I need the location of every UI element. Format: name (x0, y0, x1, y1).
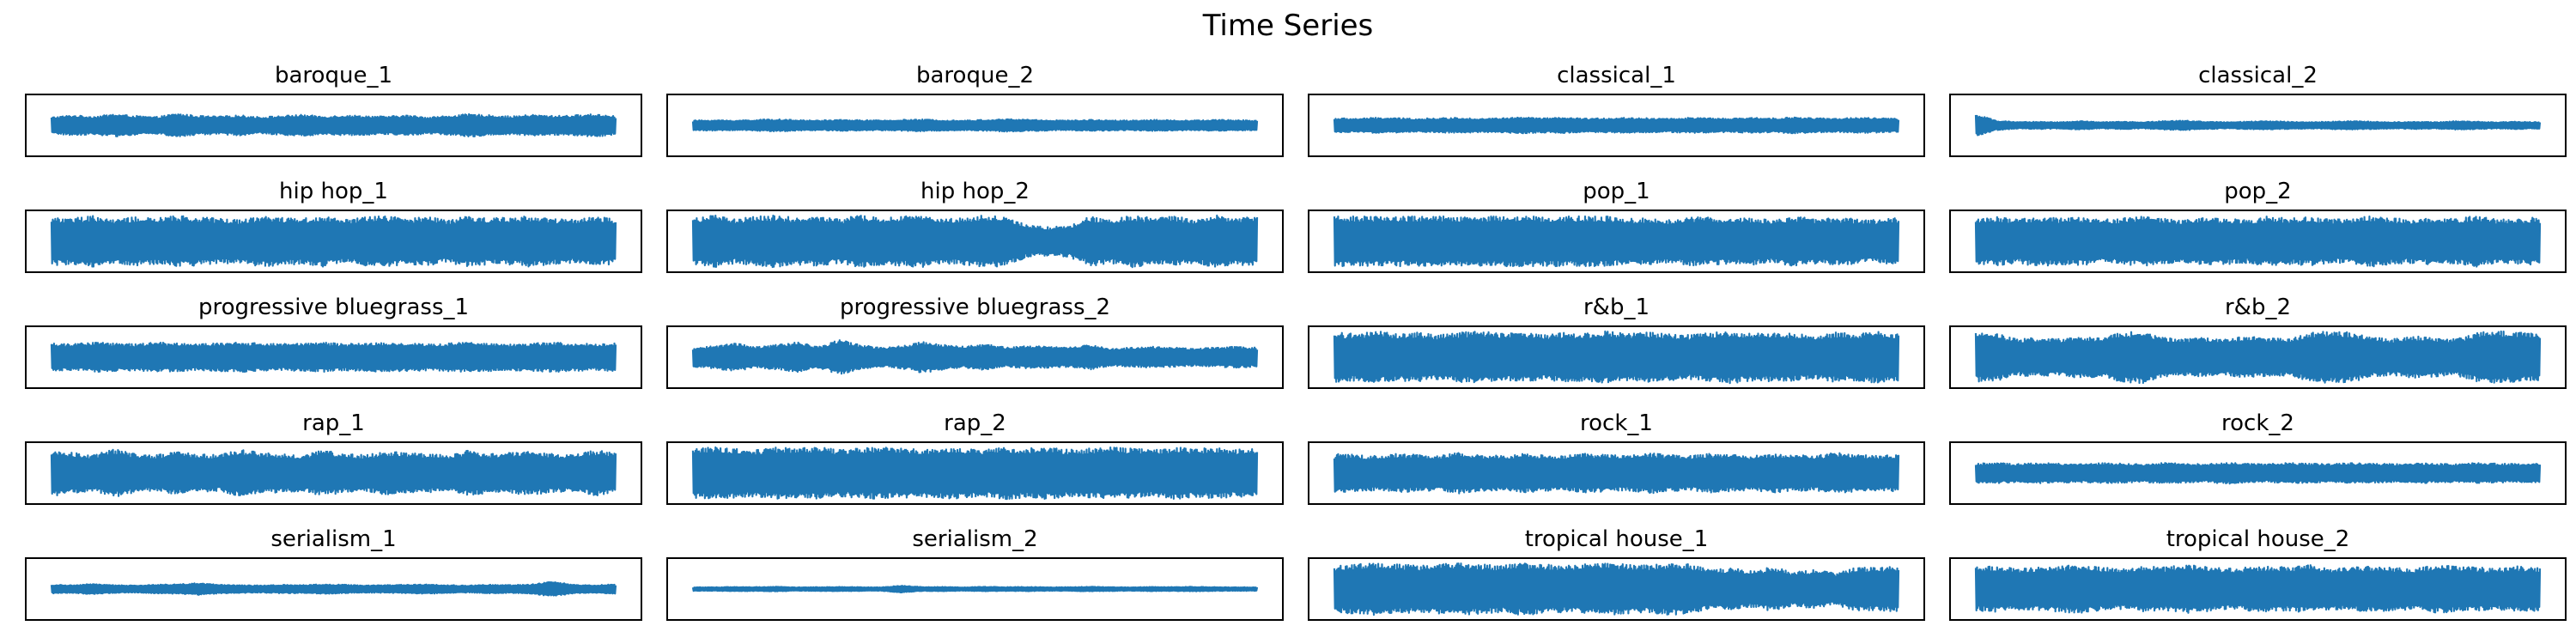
panel-pop-2: pop_2 (1949, 179, 2567, 273)
panel-baroque-2: baroque_2 (666, 63, 1284, 157)
waveform-line (50, 448, 617, 497)
panel-frame (1949, 557, 2567, 621)
waveform-line (691, 339, 1259, 375)
panel-frame (1949, 94, 2567, 157)
panel-rap-1: rap_1 (25, 410, 642, 505)
panel-frame (1949, 441, 2567, 505)
panel-baroque-1: baroque_1 (25, 63, 642, 157)
waveform-line (1974, 330, 2542, 385)
panel-progressive-bluegrass-1: progressive bluegrass_1 (25, 295, 642, 389)
panel-r-b-2: r&b_2 (1949, 295, 2567, 389)
waveform-line (691, 446, 1259, 501)
panel-frame (666, 94, 1284, 157)
panel-title: serialism_2 (912, 526, 1037, 552)
waveform-line (691, 118, 1259, 133)
waveform-line (1333, 116, 1900, 135)
panel-frame (666, 210, 1284, 273)
waveform-line (50, 215, 617, 268)
panel-title: pop_1 (1583, 179, 1649, 204)
panel-frame (25, 94, 642, 157)
waveform-line (691, 214, 1259, 269)
panel-tropical-house-1: tropical house_1 (1308, 526, 1925, 621)
panel-title: serialism_1 (270, 526, 396, 552)
panel-title: pop_2 (2224, 179, 2291, 204)
panel-frame (25, 210, 642, 273)
panel-frame (25, 557, 642, 621)
waveform-line (1974, 462, 2542, 485)
waveform-line (1974, 216, 2542, 268)
waveform-line (1333, 330, 1900, 385)
panel-title: classical_1 (1557, 63, 1676, 88)
panel-title: rock_2 (2221, 410, 2294, 436)
panel-pop-1: pop_1 (1308, 179, 1925, 273)
panel-frame (1308, 325, 1925, 389)
panel-classical-1: classical_1 (1308, 63, 1925, 157)
panel-title: tropical house_2 (2166, 526, 2350, 552)
panel-title: baroque_1 (275, 63, 392, 88)
panel-hip-hop-1: hip hop_1 (25, 179, 642, 273)
waveform-line (50, 580, 617, 597)
panel-rock-1: rock_1 (1308, 410, 1925, 505)
panel-frame (25, 441, 642, 505)
waveform-line (1333, 562, 1900, 617)
panel-frame (1949, 210, 2567, 273)
panel-title: r&b_1 (1583, 295, 1649, 320)
panel-frame (666, 441, 1284, 505)
panel-title: rap_2 (944, 410, 1006, 436)
panel-serialism-2: serialism_2 (666, 526, 1284, 621)
panel-rock-2: rock_2 (1949, 410, 2567, 505)
panel-title: rap_1 (302, 410, 365, 436)
panel-title: progressive bluegrass_2 (840, 295, 1110, 320)
panel-progressive-bluegrass-2: progressive bluegrass_2 (666, 295, 1284, 389)
panel-title: progressive bluegrass_1 (198, 295, 469, 320)
waveform-line (691, 585, 1259, 594)
waveform-line (50, 341, 617, 374)
panel-serialism-1: serialism_1 (25, 526, 642, 621)
panel-frame (1949, 325, 2567, 389)
panel-hip-hop-2: hip hop_2 (666, 179, 1284, 273)
waveform-line (1333, 215, 1900, 268)
panel-tropical-house-2: tropical house_2 (1949, 526, 2567, 621)
waveform-line (50, 112, 617, 137)
panel-frame (1308, 441, 1925, 505)
panel-title: tropical house_1 (1525, 526, 1709, 552)
waveform-line (1333, 452, 1900, 495)
panel-frame (1308, 94, 1925, 157)
panel-title: hip hop_1 (279, 179, 388, 204)
panel-title: r&b_2 (2225, 295, 2291, 320)
panel-title: hip hop_2 (920, 179, 1030, 204)
panel-frame (1308, 557, 1925, 621)
panel-frame (666, 325, 1284, 389)
panel-title: baroque_2 (916, 63, 1034, 88)
panel-frame (25, 325, 642, 389)
panel-frame (666, 557, 1284, 621)
panel-title: rock_1 (1580, 410, 1653, 436)
panel-r-b-1: r&b_1 (1308, 295, 1925, 389)
panel-frame (1308, 210, 1925, 273)
figure-title: Time Series (1202, 9, 1374, 43)
panel-classical-2: classical_2 (1949, 63, 2567, 157)
panel-title: classical_2 (2198, 63, 2318, 88)
waveform-line (1974, 114, 2542, 137)
panel-rap-2: rap_2 (666, 410, 1284, 505)
waveform-line (1974, 564, 2542, 614)
